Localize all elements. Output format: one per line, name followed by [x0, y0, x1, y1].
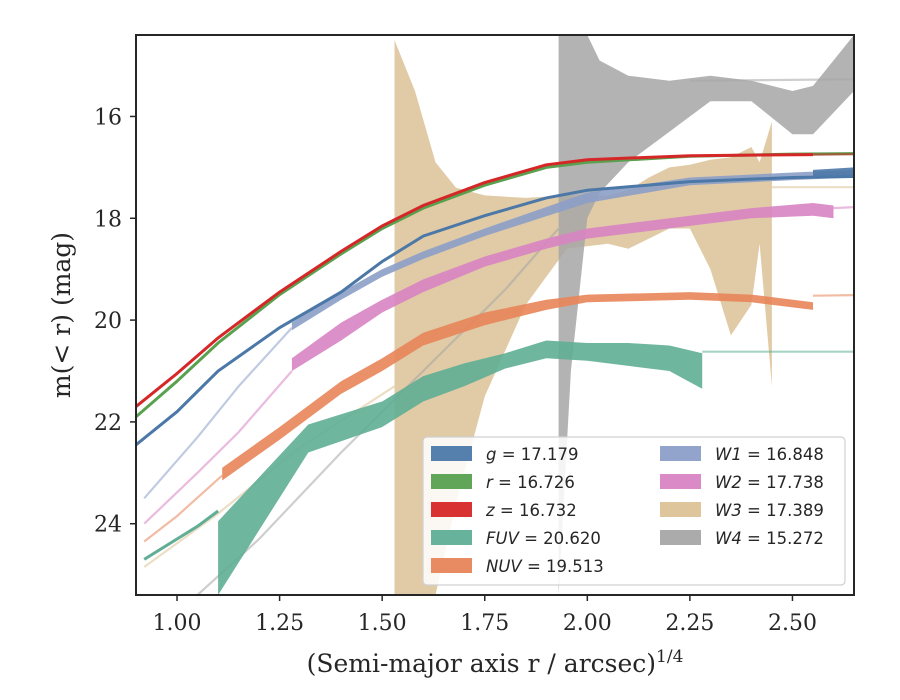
series-w2	[143, 203, 854, 525]
legend-box	[422, 436, 846, 586]
series-w4-band	[558, 35, 854, 595]
legend-item-w1: W1 = 16.848	[660, 445, 824, 464]
legend-item-w2: W2 = 17.738	[660, 473, 824, 492]
plot-frame	[135, 34, 855, 596]
y-axis: 16 18 20 22 24	[94, 105, 136, 538]
x-tick-label: 1.50	[358, 611, 407, 636]
legend-item-g: g = 17.179	[431, 445, 579, 464]
series-nuv-tail	[812, 294, 854, 297]
y-tick-label: 24	[94, 513, 122, 538]
x-tick-label: 1.75	[460, 611, 509, 636]
legend-label: W2 = 17.738	[715, 473, 824, 492]
y-tick-label: 18	[94, 207, 122, 232]
series-g	[136, 167, 854, 446]
legend-item-w4: W4 = 15.272	[660, 529, 824, 548]
y-axis-label: m(< r) (mag)	[47, 232, 76, 398]
series-w1	[143, 169, 854, 500]
legend-item-nuv: NUV = 19.513	[431, 557, 604, 576]
series-w2-band	[291, 203, 834, 371]
x-tick-label: 1.25	[255, 611, 304, 636]
series-nuv-extrapolation	[143, 474, 223, 543]
legend-swatch	[660, 446, 701, 461]
legend-swatch	[431, 446, 472, 461]
legend-item-fuv: FUV = 20.620	[431, 529, 601, 548]
x-tick-label: 1.00	[153, 611, 202, 636]
series-nuv	[143, 292, 854, 543]
series-fuv	[143, 340, 854, 595]
legend-label: r = 16.726	[486, 473, 575, 492]
series-w1-extrapolation	[143, 326, 293, 500]
x-tick-label: 2.25	[665, 611, 714, 636]
legend-label: NUV = 19.513	[486, 557, 604, 576]
y-tick-label: 22	[94, 411, 122, 436]
legend-swatch	[431, 502, 472, 517]
legend-label: W3 = 17.389	[715, 501, 824, 520]
legend-item-w3: W3 = 17.389	[660, 501, 824, 520]
x-axis: 1.00 1.25 1.50 1.75 2.00 2.25 2.50	[153, 595, 817, 636]
x-axis-label-main: (Semi-major axis r / arcsec)	[307, 649, 656, 678]
x-tick-label: 2.50	[768, 611, 817, 636]
legend-item-z: z = 16.732	[431, 501, 577, 520]
data-layer	[136, 35, 854, 595]
series-w1-band	[291, 169, 854, 331]
legend-label: z = 16.732	[485, 501, 577, 520]
series-w2-tail	[833, 206, 854, 210]
legend-swatch	[431, 530, 472, 545]
legend: g = 17.179 r = 16.726 z = 16.732 FUV = 20.6…	[422, 436, 846, 586]
series-z-line	[136, 153, 814, 408]
x-axis-label: (Semi-major axis r / arcsec)1/4	[307, 647, 684, 678]
legend-swatch	[431, 558, 472, 573]
y-tick-label: 16	[94, 105, 122, 130]
series-z	[136, 153, 854, 408]
series-fuv-line	[143, 509, 219, 561]
legend-label: FUV = 20.620	[486, 529, 601, 548]
legend-swatch	[660, 502, 701, 517]
legend-label: W1 = 16.848	[715, 445, 824, 464]
series-w3-band	[394, 40, 772, 595]
series-nuv-band	[222, 292, 813, 481]
series-g-band	[813, 167, 854, 178]
x-axis-label-exponent: 1/4	[656, 647, 683, 667]
y-tick-label: 20	[94, 309, 122, 334]
legend-swatch	[660, 474, 701, 489]
series-g-line	[136, 175, 854, 446]
x-tick-label: 2.00	[563, 611, 612, 636]
series-z-tail	[812, 153, 854, 156]
legend-swatch	[660, 530, 701, 545]
series-w4-tail	[689, 78, 854, 82]
series-fuv-band	[218, 340, 703, 595]
legend-item-r: r = 16.726	[431, 473, 575, 492]
legend-label: W4 = 15.272	[715, 529, 824, 548]
legend-label: g = 17.179	[486, 445, 579, 464]
legend-swatch	[431, 474, 472, 489]
series-w2-extrapolation	[143, 370, 293, 525]
